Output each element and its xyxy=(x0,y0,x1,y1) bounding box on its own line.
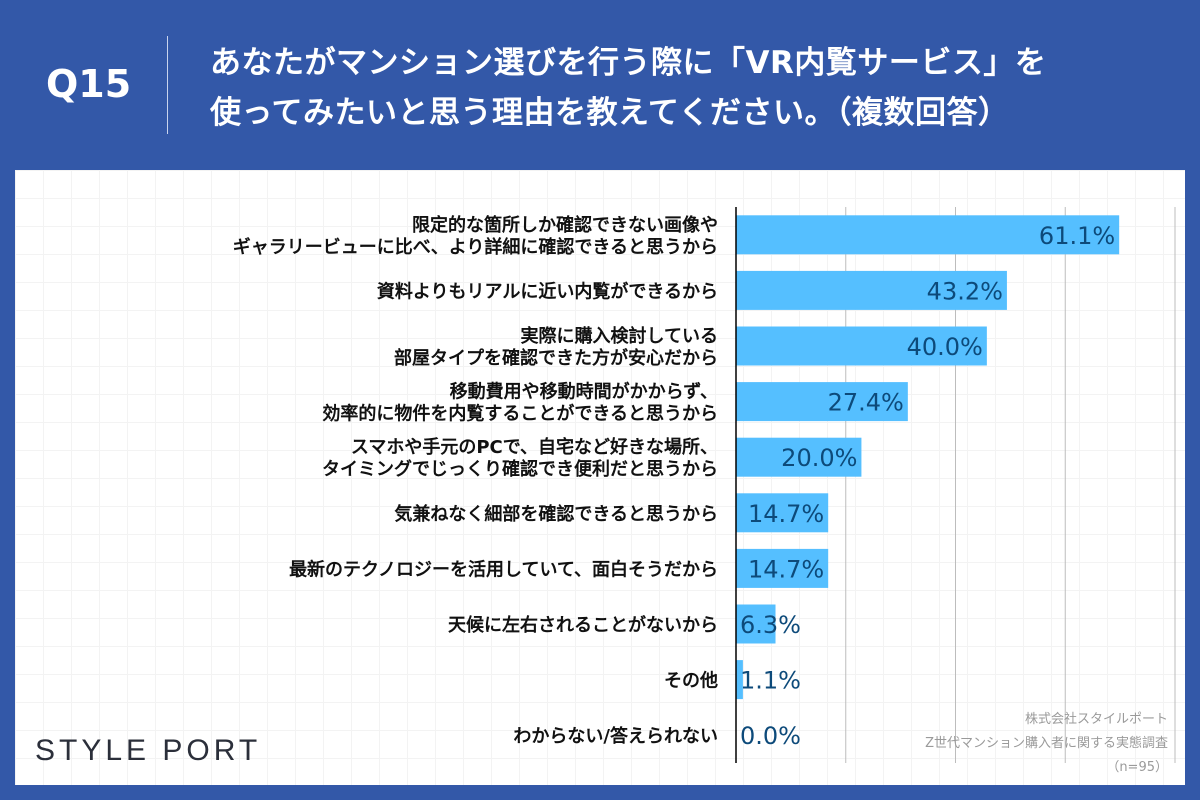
bar xyxy=(736,660,743,700)
bar xyxy=(736,548,829,588)
data-label: 14.7% xyxy=(748,500,824,528)
bar xyxy=(736,604,776,644)
question-number: Q15 xyxy=(46,62,132,106)
bar xyxy=(736,270,1007,310)
source-note: 株式会社スタイルポート Z世代マンション購入者に関する実態調査 （n=95） xyxy=(925,708,1168,780)
bar xyxy=(736,215,1120,255)
chart-panel xyxy=(15,170,1185,785)
data-label: 43.2% xyxy=(927,277,1003,305)
title-line-1: あなたがマンション選びを行う際に「VR内覧サービス」を xyxy=(210,45,1047,81)
category-label: ギャラリービューに比べ、より詳細に確認できると思うから xyxy=(233,236,718,258)
data-label: 20.0% xyxy=(781,444,857,472)
data-label: 14.7% xyxy=(748,555,824,583)
category-label: 最新のテクノロジーを活用していて、面白そうだから xyxy=(289,558,718,580)
data-label: 61.1% xyxy=(1039,222,1115,250)
category-label: 天候に左右されることがないから xyxy=(448,614,718,636)
category-label: 部屋タイプを確認できた方が安心だから xyxy=(394,347,718,369)
sample-size: （n=95） xyxy=(1106,760,1168,775)
category-label: その他 xyxy=(664,670,718,692)
bar xyxy=(736,493,829,533)
bar xyxy=(736,437,862,477)
bar xyxy=(736,326,987,366)
style-port-logo: STYLE PORT xyxy=(35,734,262,767)
data-label: 27.4% xyxy=(828,389,904,417)
category-label: 気兼ねなく細部を確認できると思うから xyxy=(394,503,718,525)
category-label: わからない/答えられない xyxy=(513,725,718,747)
source-survey: Z世代マンション購入者に関する実態調査 xyxy=(925,736,1168,751)
category-label: 効率的に物件を内覧することができると思うから xyxy=(322,403,718,425)
category-label: 実際に購入検討している xyxy=(521,325,718,347)
header-divider xyxy=(167,36,168,134)
data-label: 6.3% xyxy=(740,611,801,639)
source-company: 株式会社スタイルポート xyxy=(1024,712,1168,727)
category-label: 限定的な箇所しか確認できない画像や xyxy=(412,214,718,236)
category-label: スマホや手元のPCで、自宅など好きな場所、 xyxy=(351,436,718,458)
title-line-2: 使ってみたいと思う理由を教えてください。（複数回答） xyxy=(210,95,1010,131)
data-label: 40.0% xyxy=(907,333,983,361)
bar xyxy=(736,382,908,422)
category-label: タイミングでじっくり確認でき便利だと思うから xyxy=(322,458,718,480)
chart-title: あなたがマンション選びを行う際に「VR内覧サービス」を 使ってみたいと思う理由を… xyxy=(210,38,1046,138)
category-label: 資料よりもリアルに近い内覧ができるから xyxy=(377,280,718,302)
data-label: 0.0% xyxy=(740,722,801,750)
category-label: 移動費用や移動時間がかからず、 xyxy=(450,381,718,403)
data-label: 1.1% xyxy=(740,667,801,695)
